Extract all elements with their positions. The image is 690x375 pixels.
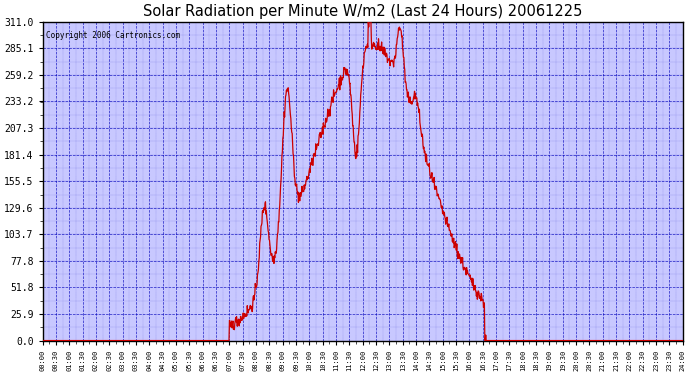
Text: Copyright 2006 Cartronics.com: Copyright 2006 Cartronics.com [46,31,180,40]
Title: Solar Radiation per Minute W/m2 (Last 24 Hours) 20061225: Solar Radiation per Minute W/m2 (Last 24… [143,4,582,19]
